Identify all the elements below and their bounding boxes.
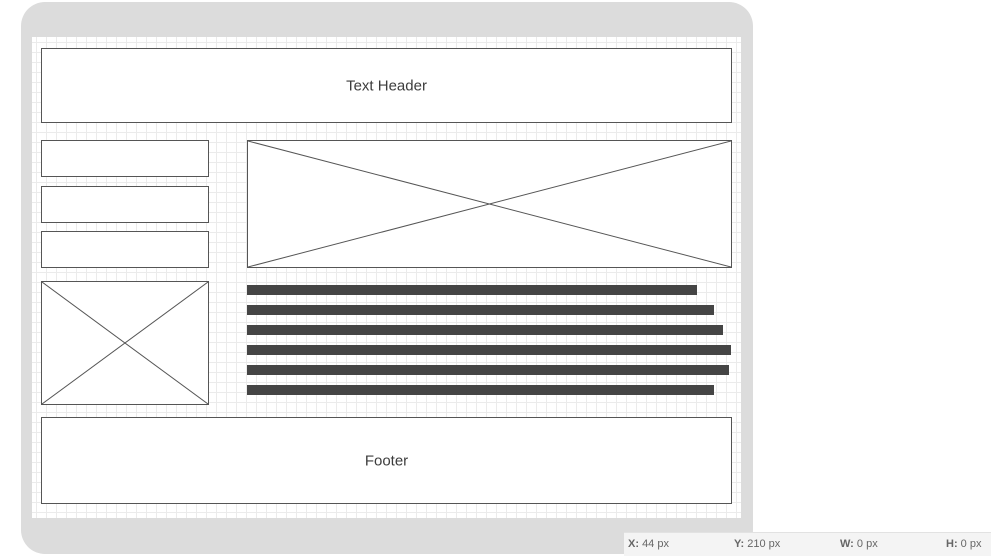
text-line-placeholder[interactable] (247, 365, 729, 375)
text-line-placeholder[interactable] (247, 385, 714, 395)
nav-block-1[interactable] (41, 140, 209, 177)
header-block[interactable]: Text Header (41, 48, 732, 123)
text-line-placeholder[interactable] (247, 305, 714, 315)
status-bar: X: 44 px Y: 210 px W: 0 px H: 0 px (624, 532, 991, 556)
text-line-placeholder[interactable] (247, 345, 731, 355)
footer-label: Footer (364, 452, 409, 469)
nav-block-2[interactable] (41, 186, 209, 223)
status-h-label: H: (946, 538, 958, 550)
status-w: W: 0 px (840, 538, 878, 550)
nav-block-3[interactable] (41, 231, 209, 268)
status-y-label: Y: (734, 538, 745, 550)
status-x-label: X: (628, 538, 639, 550)
footer-block[interactable]: Footer (41, 417, 732, 504)
status-x-value: 44 px (642, 538, 669, 550)
text-line-placeholder[interactable] (247, 325, 723, 335)
status-h-value: 0 px (960, 538, 982, 550)
image-placeholder-large[interactable] (247, 140, 732, 268)
status-w-value: 0 px (856, 538, 878, 550)
image-placeholder-icon (42, 282, 208, 404)
text-line-placeholder[interactable] (247, 285, 697, 295)
image-placeholder-icon (248, 141, 731, 267)
status-x: X: 44 px (628, 538, 669, 550)
status-w-label: W: (840, 538, 854, 550)
status-h: H: 0 px (946, 538, 981, 550)
status-y-value: 210 px (747, 538, 781, 550)
status-y: Y: 210 px (734, 538, 780, 550)
header-label: Text Header (346, 77, 427, 94)
image-placeholder-small[interactable] (41, 281, 209, 405)
